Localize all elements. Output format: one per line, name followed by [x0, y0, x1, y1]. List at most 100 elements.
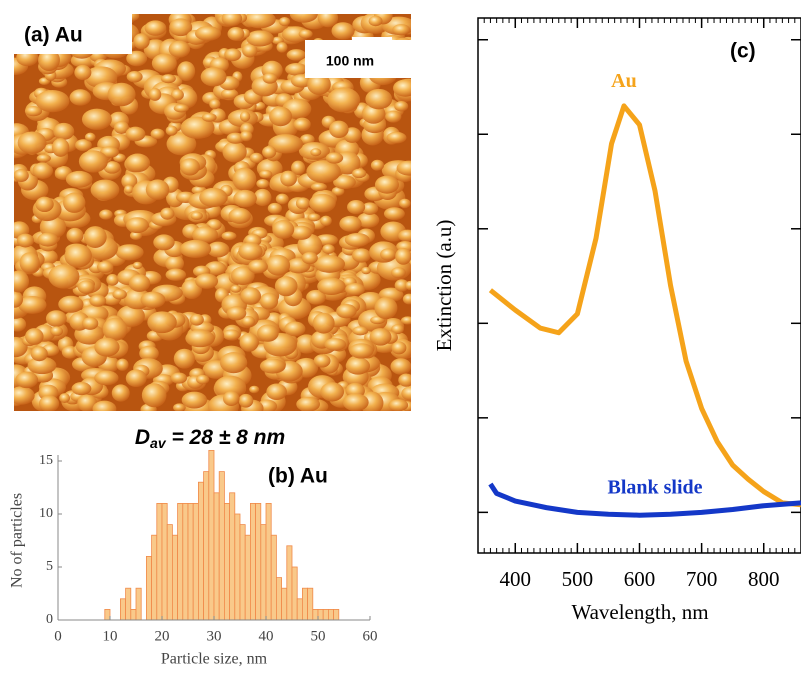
grain	[222, 329, 241, 341]
bar	[312, 609, 319, 621]
bar	[307, 587, 314, 621]
grain	[293, 118, 311, 131]
grain	[37, 232, 59, 247]
y-axis-label: Extinction (a.u)	[432, 220, 456, 352]
grain	[278, 16, 291, 27]
grain	[307, 213, 321, 222]
grain	[269, 106, 293, 127]
mean-subscript: av	[150, 435, 167, 451]
grain	[116, 358, 129, 371]
grain	[151, 53, 177, 73]
grain	[266, 254, 291, 276]
bar	[182, 502, 189, 621]
grain	[35, 90, 70, 113]
grain	[361, 202, 379, 215]
grain	[290, 225, 312, 240]
label-box	[14, 14, 132, 54]
grain	[32, 162, 54, 179]
grain	[295, 197, 311, 210]
grain	[180, 116, 215, 139]
x-tick-label: 50	[311, 628, 326, 644]
grain	[272, 219, 295, 239]
grain	[262, 145, 277, 159]
grain	[370, 159, 385, 171]
bar	[291, 566, 298, 621]
grain	[168, 40, 191, 58]
grain	[246, 30, 274, 47]
x-tick-label: 60	[363, 628, 378, 644]
grain	[14, 270, 30, 293]
grain	[238, 393, 254, 408]
bar	[286, 545, 293, 621]
grain	[324, 338, 347, 351]
grain	[313, 354, 331, 368]
grain	[391, 324, 404, 335]
bar	[120, 598, 127, 621]
grain	[276, 42, 288, 53]
x-tick-label: 700	[686, 567, 718, 591]
grain	[267, 202, 282, 214]
bar	[197, 481, 204, 621]
scale-box	[305, 40, 411, 78]
grain	[312, 312, 335, 334]
grain	[150, 128, 165, 140]
grain	[14, 290, 24, 308]
grain	[291, 160, 306, 176]
grain	[401, 386, 411, 401]
grain	[81, 108, 112, 130]
grain	[226, 132, 245, 144]
bar	[223, 502, 230, 621]
grain	[165, 255, 185, 272]
grain	[369, 328, 392, 346]
grain	[333, 175, 356, 190]
grain	[241, 315, 256, 327]
x-tick-label: 800	[748, 567, 780, 591]
plot-frame	[477, 17, 801, 554]
grain	[160, 74, 176, 84]
bar	[130, 609, 137, 621]
bar	[125, 587, 132, 621]
grain	[224, 48, 242, 62]
grain	[51, 138, 70, 157]
grain	[97, 260, 114, 273]
grain	[256, 178, 270, 189]
grain	[391, 341, 407, 355]
grain	[249, 152, 264, 164]
panel-label: (b) Au	[268, 465, 328, 488]
grain	[170, 89, 184, 101]
bar	[234, 513, 241, 621]
grain	[284, 321, 306, 337]
grain	[17, 131, 47, 154]
grain	[36, 154, 51, 163]
grain	[99, 209, 113, 220]
grain	[307, 73, 331, 95]
grain	[228, 207, 251, 224]
grain	[398, 229, 411, 242]
grain	[58, 295, 84, 313]
bar	[255, 502, 262, 621]
grain	[59, 393, 71, 403]
grain	[14, 169, 29, 183]
grain	[320, 215, 332, 226]
x-tick-label: 500	[562, 567, 594, 591]
grain	[71, 382, 92, 396]
grain	[18, 295, 47, 314]
grain	[221, 14, 243, 27]
grain	[196, 374, 210, 385]
grain	[121, 173, 138, 190]
bar	[218, 471, 225, 621]
series-line	[488, 103, 801, 508]
grain	[165, 125, 178, 136]
grain	[221, 231, 237, 241]
grain	[38, 395, 60, 411]
grain	[111, 384, 130, 402]
bar	[244, 534, 251, 621]
grain	[380, 248, 397, 261]
grain	[179, 158, 200, 176]
grain	[189, 313, 204, 326]
grain	[83, 226, 107, 248]
grain	[301, 251, 318, 265]
grain	[25, 328, 44, 345]
grain	[89, 294, 107, 307]
